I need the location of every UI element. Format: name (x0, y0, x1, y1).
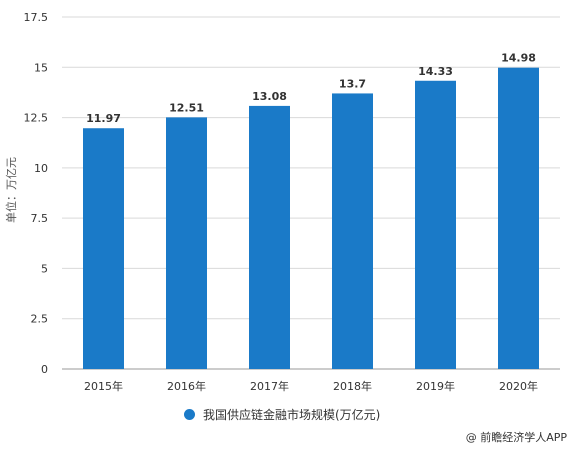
gridlines (62, 16, 560, 370)
source-credit: @ 前瞻经济学人APP (465, 431, 567, 444)
legend: 我国供应链金融市场规模(万亿元) (184, 406, 380, 423)
bar (415, 80, 456, 370)
legend-label: 我国供应链金融市场规模(万亿元) (203, 408, 381, 422)
data-label: 13.7 (339, 77, 366, 90)
y-tick-label: 2.5 (31, 313, 49, 326)
y-tick-label: 15 (34, 61, 48, 74)
bar (166, 117, 207, 369)
y-tick-label: 7.5 (31, 212, 49, 225)
data-label: 12.51 (169, 101, 204, 114)
x-tick-label: 2018年 (333, 379, 372, 393)
x-tick-label: 2017年 (250, 379, 289, 393)
x-tick-label: 2016年 (167, 379, 206, 393)
y-tick-label: 0 (41, 363, 48, 376)
bar (498, 67, 539, 370)
legend-marker (184, 409, 195, 420)
y-tick-label: 5 (41, 262, 48, 275)
y-tick-label: 12.5 (24, 112, 49, 125)
data-label: 14.33 (418, 65, 453, 78)
data-labels: 11.97 12.51 13.08 13.7 14.33 14.98 (86, 52, 536, 126)
x-tick-label: 2015年 (84, 379, 123, 393)
data-label: 11.97 (86, 112, 121, 125)
y-tick-label: 10 (34, 162, 48, 175)
y-tick-label: 17.5 (24, 11, 49, 24)
x-axis-ticks: 2015年 2016年 2017年 2018年 2019年 2020年 (84, 379, 538, 393)
x-tick-label: 2019年 (416, 379, 455, 393)
y-axis-label: 单位：万亿元 (4, 157, 18, 223)
data-label: 13.08 (252, 90, 287, 103)
bars (83, 67, 539, 370)
x-tick-label: 2020年 (499, 379, 538, 393)
bar (249, 105, 290, 369)
bar (83, 128, 124, 369)
bar (332, 93, 373, 369)
data-label: 14.98 (501, 52, 536, 65)
y-axis-ticks: 0 2.5 5 7.5 10 12.5 15 17.5 (24, 11, 49, 376)
